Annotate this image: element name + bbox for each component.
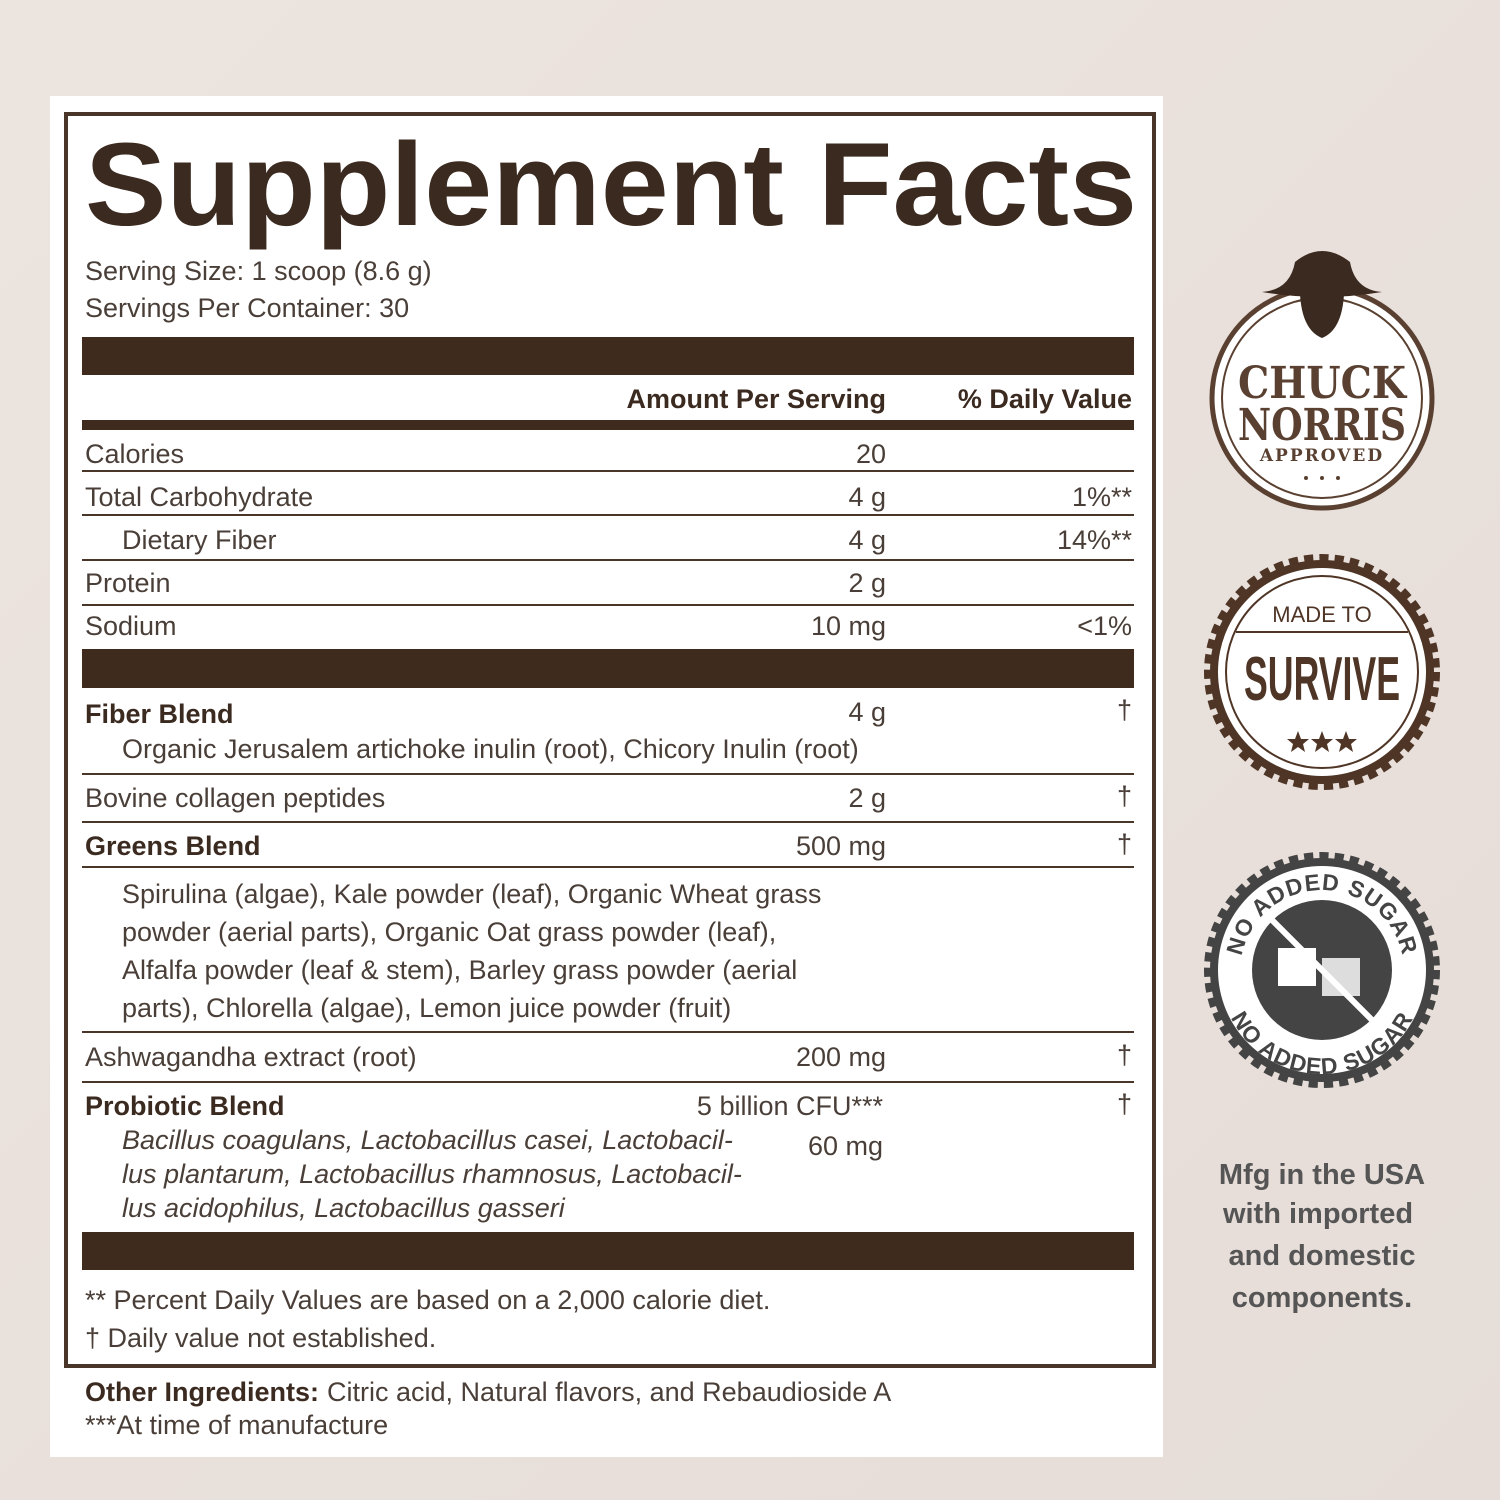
star-icon [1287,731,1309,752]
star-icon [1335,731,1357,752]
other-ingredients: Other Ingredients: Citric acid, Natural f… [85,1377,891,1407]
ingredient-name: Greens Blend [85,831,261,861]
ingredient-amount: 5 billion CFU*** [697,1091,884,1121]
origin-text: with imported [1222,1198,1413,1230]
ingredient-amount: 200 mg [796,1042,886,1072]
ingredient-detail: Alfalfa powder (leaf & stem), Barley gra… [122,955,797,985]
ingredient-amount: 500 mg [796,831,886,861]
ingredient-name: Probiotic Blend [85,1091,285,1121]
nutrient-name: Total Carbohydrate [85,482,313,512]
nutrient-daily-value: 14%** [1057,525,1133,555]
badge-text: MADE TO [1272,602,1371,627]
nutrient-name: Protein [85,568,171,598]
badge-text: CHUCK [1238,358,1408,409]
ingredient-detail: lus acidophilus, Lactobacillus gasseri [122,1193,566,1223]
other-ingredients-text: Citric acid, Natural flavors, and Rebaud… [327,1377,891,1407]
ingredient-name: Fiber Blend [85,699,234,729]
star-icon [1336,476,1340,480]
badge-text: NORRIS [1238,400,1406,451]
detail-amount: 60 mg [808,1131,883,1161]
badge-approved: CHUCK NORRIS APPROVED [1209,251,1435,511]
ingredient-amount: 2 g [848,783,886,813]
badge-ring [1225,575,1419,769]
footnote: † Daily value not established. [85,1323,436,1353]
ingredient-detail: Organic Jerusalem artichoke inulin (root… [122,734,859,764]
nutrient-name: Sodium [85,611,177,641]
hat-icon [1262,251,1382,297]
ingredient-detail: parts), Chlorella (algae), Lemon juice p… [122,993,731,1023]
nutrient-amount: 4 g [848,482,886,512]
ingredient-daily-value: † [1117,695,1132,725]
origin-text: Mfg in the USA [1219,1159,1425,1191]
nutrient-amount: 10 mg [811,611,886,641]
ingredient-amount: 4 g [848,697,886,727]
label-title: Supplement Facts [85,119,1137,251]
serving-size: Serving Size: 1 scoop (8.6 g) [85,256,432,286]
label-border [64,112,1156,1368]
origin-text: components. [1232,1282,1412,1314]
footnote: ** Percent Daily Values are based on a 2… [85,1285,770,1315]
star-icon [1304,476,1308,480]
ingredient-detail: powder (aerial parts), Organic Oat grass… [122,917,776,947]
servings-per-container: Servings Per Container: 30 [85,293,409,323]
ingredient-name: Bovine collagen peptides [85,783,385,813]
label-panel [50,96,1163,1457]
nutrient-name: Dietary Fiber [122,525,277,555]
nutrient-amount: 20 [856,439,886,469]
nutrient-daily-value: 1%** [1072,482,1133,512]
badge-survive: MADE TO SURVIVE [1204,554,1440,790]
ingredient-detail: Spirulina (algae), Kale powder (leaf), O… [122,879,821,909]
nutrient-amount: 2 g [848,568,886,598]
origin-text: and domestic [1229,1240,1416,1272]
cube-icon [1278,948,1316,986]
ingredient-name: Ashwagandha extract (root) [85,1042,417,1072]
strike-line [1269,917,1375,1023]
ingredient-detail: Bacillus coagulans, Lactobacillus casei,… [122,1125,733,1155]
column-header: % Daily Value [958,384,1132,414]
ingredient-daily-value: † [1117,829,1132,859]
star-icon [1320,476,1324,480]
badge-no-sugar: NO ADDED SUGAR NO ADDED SUGAR [1204,852,1440,1088]
manufacture-note: ***At time of manufacture [85,1410,388,1440]
divider-bar [82,337,1134,375]
nutrient-daily-value: <1% [1077,611,1132,641]
divider-bar [82,1232,1134,1270]
star-icon [1311,731,1333,752]
ingredient-detail: lus plantarum, Lactobacillus rhamnosus, … [122,1159,742,1189]
ingredient-daily-value: † [1117,1089,1132,1119]
ingredient-daily-value: † [1117,781,1132,811]
badge-face [1218,568,1426,776]
divider-bar [82,420,1134,430]
column-header: Amount Per Serving [626,384,886,414]
badge-subtitle: APPROVED [1259,446,1384,466]
divider-bar [82,649,1134,688]
face-icon [1300,294,1344,338]
nutrient-amount: 4 g [848,525,886,555]
badge-title: SURVIVE [1244,645,1400,714]
ingredient-daily-value: † [1117,1040,1132,1070]
nutrient-name: Calories [85,439,184,469]
other-ingredients-label: Other Ingredients: [85,1377,319,1407]
